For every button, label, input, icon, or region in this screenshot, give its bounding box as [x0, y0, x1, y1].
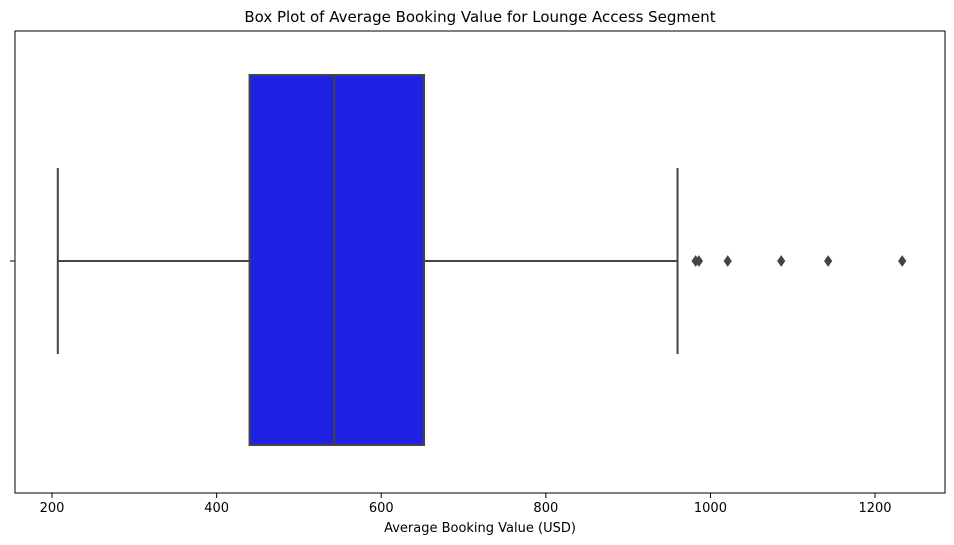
- x-tick-label: 400: [204, 501, 229, 516]
- outlier-point: [824, 255, 833, 267]
- outlier-point: [723, 255, 732, 267]
- iqr-box: [248, 74, 426, 446]
- x-axis-label: Average Booking Value (USD): [384, 521, 576, 536]
- outlier-point: [777, 255, 786, 267]
- x-axis: 200 400 600 800 1000 1200: [40, 493, 892, 516]
- x-tick-label: 1200: [858, 501, 891, 516]
- x-tick-label: 600: [369, 501, 394, 516]
- plot-frame: [14, 30, 946, 494]
- chart-title: Box Plot of Average Booking Value for Lo…: [244, 8, 715, 26]
- outlier-point: [694, 255, 704, 267]
- x-tick-label: 200: [40, 501, 65, 516]
- x-tick-label: 1000: [694, 501, 727, 516]
- outlier-point: [898, 255, 907, 267]
- x-tick-label: 800: [533, 501, 558, 516]
- plot-area: [56, 74, 907, 446]
